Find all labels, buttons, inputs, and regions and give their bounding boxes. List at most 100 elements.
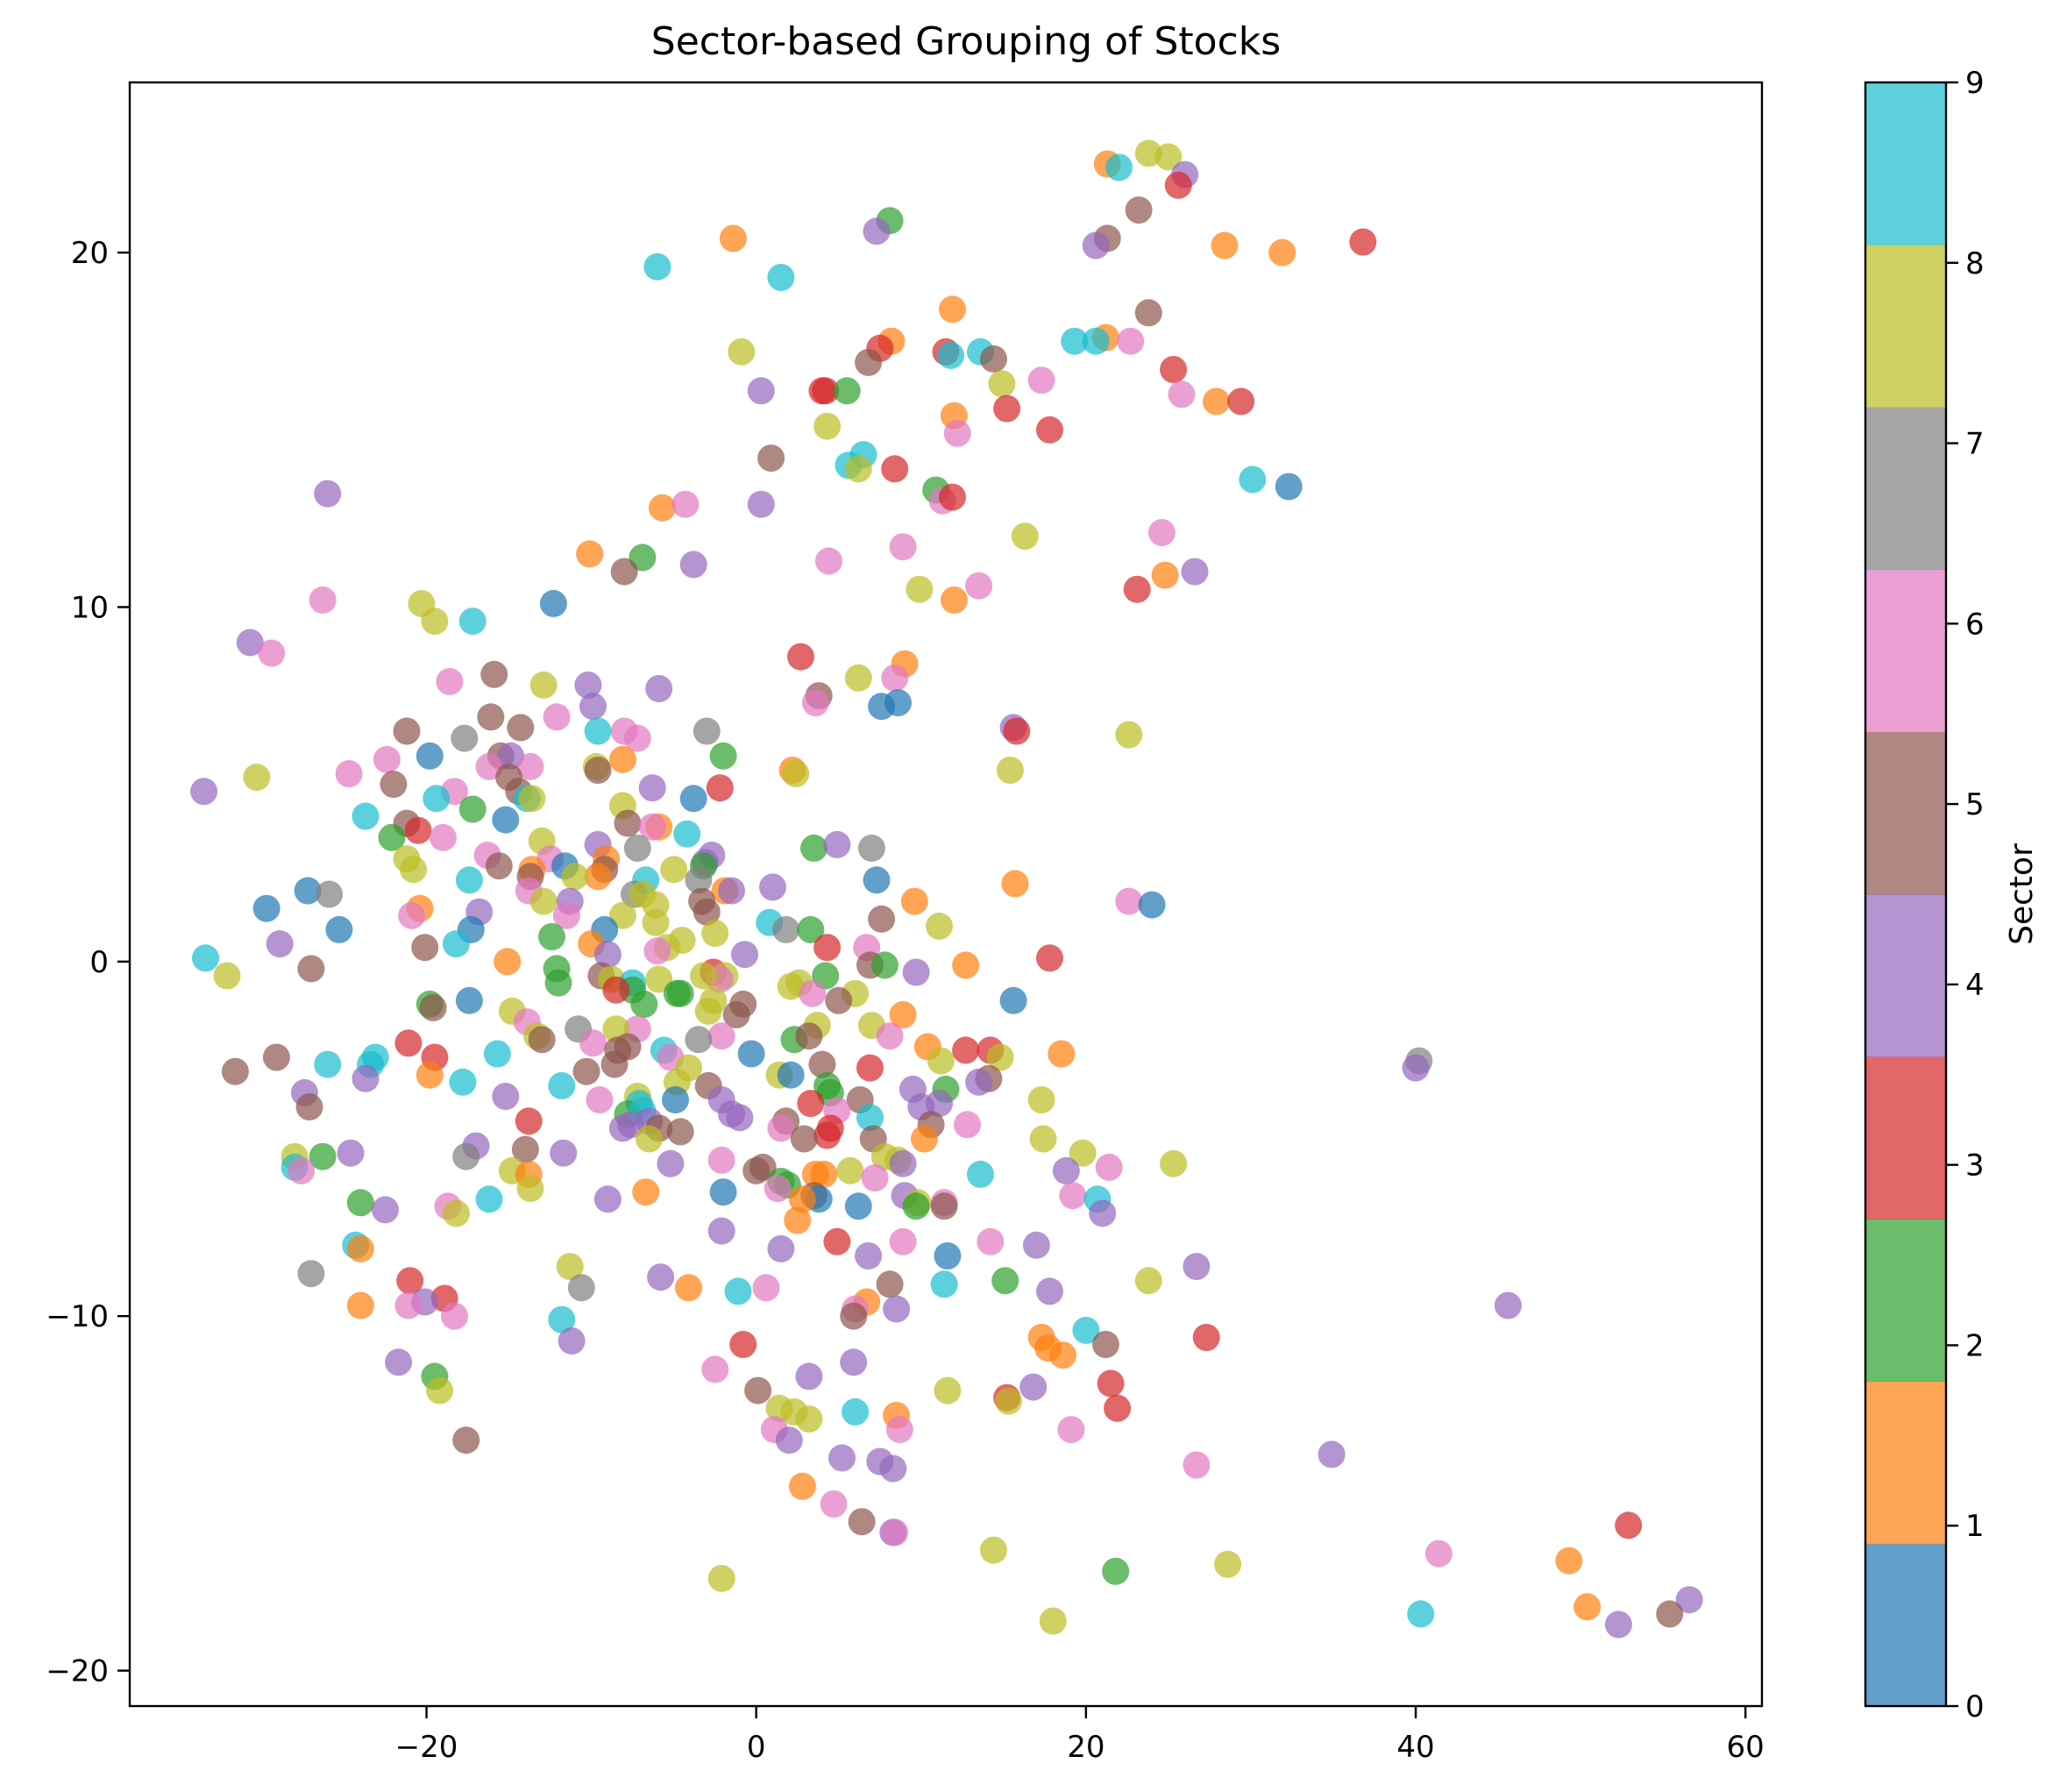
scatter-point — [1151, 561, 1179, 589]
scatter-point — [1134, 299, 1162, 327]
scatter-point — [1011, 523, 1039, 551]
scatter-point — [747, 490, 775, 518]
scatter-point — [926, 912, 953, 940]
scatter-point — [558, 1327, 586, 1355]
colorbar-tick-label: 1 — [1965, 1509, 1985, 1544]
scatter-point — [647, 1263, 675, 1291]
scatter-point — [685, 866, 713, 894]
scatter-point — [937, 341, 965, 369]
scatter-point — [221, 1057, 249, 1085]
scatter-point — [1203, 388, 1230, 416]
scatter-point — [561, 863, 589, 891]
scatter-point — [954, 1111, 981, 1139]
scatter-point — [378, 823, 406, 851]
scatter-point — [1091, 1331, 1119, 1358]
scatter-point — [528, 1026, 556, 1054]
scatter-point — [236, 629, 264, 657]
scatter-point — [393, 717, 421, 745]
scatter-point — [952, 1036, 980, 1064]
scatter-point — [861, 1164, 889, 1191]
scatter-point — [556, 1253, 584, 1281]
scatter-point — [1049, 1341, 1076, 1369]
colorbar-frame — [1864, 81, 1948, 1708]
scatter-point — [1192, 1324, 1220, 1351]
scatter-point — [518, 785, 546, 813]
scatter-point — [993, 395, 1021, 423]
scatter-point — [855, 348, 883, 376]
scatter-point — [1104, 1394, 1132, 1422]
scatter-point — [1059, 1182, 1087, 1210]
scatter-point — [516, 1175, 544, 1203]
scatter-point — [881, 664, 909, 692]
scatter-point — [288, 1156, 316, 1184]
scatter-point — [844, 455, 872, 483]
scatter-point — [842, 1397, 870, 1426]
scatter-point — [731, 941, 758, 969]
scatter-point — [856, 1104, 884, 1132]
scatter-point — [550, 1139, 578, 1167]
scatter-point — [934, 1376, 962, 1404]
scatter-point — [701, 1355, 729, 1383]
scatter-point — [939, 295, 966, 324]
scatter-point — [394, 1029, 423, 1057]
scatter-point — [706, 774, 734, 802]
scatter-point — [475, 752, 503, 780]
colorbar-tick-label: 6 — [1965, 607, 1985, 642]
scatter-point — [458, 795, 487, 823]
scatter-point — [372, 1196, 399, 1224]
scatter-point — [1227, 388, 1255, 416]
scatter-point — [1115, 887, 1143, 915]
scatter-point — [808, 1050, 836, 1078]
scatter-point — [649, 494, 676, 522]
scatter-point — [419, 993, 447, 1021]
scatter-point — [836, 1156, 864, 1184]
scatter-point — [1095, 1153, 1123, 1181]
scatter-point — [666, 1118, 694, 1146]
scatter-point — [726, 1104, 754, 1132]
scatter-point — [820, 1490, 848, 1518]
scatter-point — [934, 1242, 962, 1269]
scatter-point — [799, 979, 827, 1007]
scatter-point — [825, 986, 853, 1014]
scatter-point — [295, 1093, 323, 1121]
scatter-point — [192, 944, 219, 972]
scatter-point — [483, 1040, 511, 1068]
scatter-point — [1160, 356, 1188, 383]
scatter-point — [685, 1026, 713, 1054]
scatter-point — [679, 785, 707, 813]
scatter-point — [870, 951, 899, 979]
scatter-point — [1239, 466, 1267, 494]
scatter-point — [844, 1192, 872, 1220]
scatter-point — [1027, 366, 1055, 395]
scatter-point — [416, 1061, 444, 1089]
scatter-point — [396, 1267, 424, 1295]
scatter-point — [1089, 1199, 1117, 1227]
scatter-point — [707, 1217, 735, 1245]
scatter-point — [707, 1564, 735, 1592]
colorbar-segment — [1865, 894, 1946, 1057]
y-tick-label: −10 — [46, 1299, 109, 1334]
scatter-point — [586, 1086, 614, 1113]
scatter-point — [747, 377, 775, 405]
scatter-point — [1105, 153, 1133, 181]
scatter-point — [638, 774, 666, 802]
scatter-point — [1407, 1600, 1435, 1628]
scatter-point — [636, 1125, 663, 1153]
scatter-point — [722, 1001, 750, 1028]
scatter-point — [856, 1054, 884, 1082]
scatter-point — [759, 873, 786, 901]
scatter-point — [1675, 1586, 1703, 1614]
scatter-point — [380, 771, 408, 799]
scatter-point — [309, 586, 337, 614]
scatter-point — [889, 1001, 917, 1028]
scatter-point — [967, 1160, 994, 1188]
colorbar-tick-label: 8 — [1965, 246, 1985, 281]
scatter-point — [529, 671, 558, 699]
y-axis: −20 −10 0 10 20 — [46, 236, 130, 1689]
scatter-point — [584, 757, 612, 784]
scatter-point — [346, 1234, 374, 1262]
scatter-point — [423, 785, 451, 813]
scatter-point — [213, 962, 241, 990]
scatter-point — [719, 224, 747, 252]
scatter-point — [795, 1022, 823, 1050]
